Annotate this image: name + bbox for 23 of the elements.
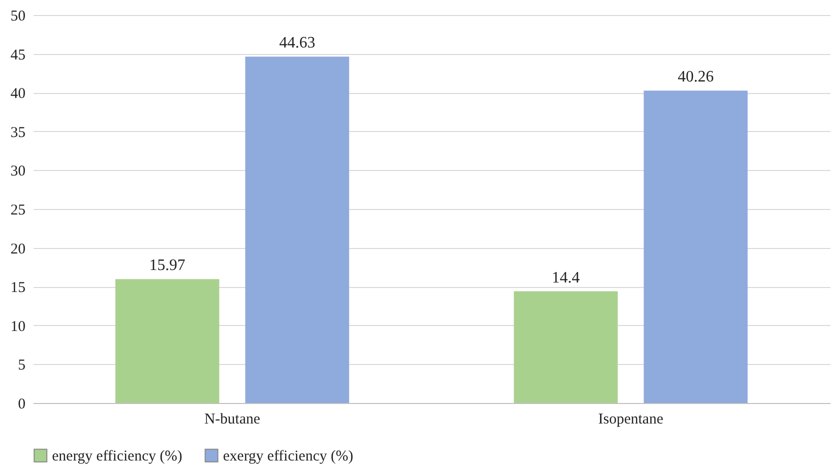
- y-tick-label: 50: [10, 8, 26, 24]
- data-label: 15.97: [149, 257, 186, 274]
- data-label: 14.4: [552, 269, 580, 286]
- bar: [115, 279, 220, 403]
- legend-label: energy efficiency (%): [52, 448, 182, 465]
- legend-label: exergy efficiency (%): [223, 448, 354, 465]
- y-tick-label: 30: [10, 164, 26, 180]
- y-tick-label: 20: [10, 241, 26, 258]
- bar: [644, 90, 748, 403]
- bar: [245, 56, 350, 403]
- y-tick-label: 40: [10, 86, 26, 102]
- data-label: 44.63: [279, 34, 316, 52]
- y-tick-label: 35: [10, 124, 26, 141]
- y-tick-label: 25: [10, 202, 26, 218]
- y-tick-label: 15: [10, 280, 26, 296]
- bar: [514, 291, 618, 403]
- x-tick-label: Isopentane: [598, 412, 664, 428]
- y-tick-label: 0: [18, 396, 26, 412]
- data-label: 40.26: [678, 68, 714, 86]
- y-tick-label: 10: [10, 318, 26, 335]
- y-tick-label: 5: [18, 358, 26, 374]
- y-tick-label: 45: [10, 47, 26, 64]
- x-tick-label: N-butane: [204, 412, 260, 428]
